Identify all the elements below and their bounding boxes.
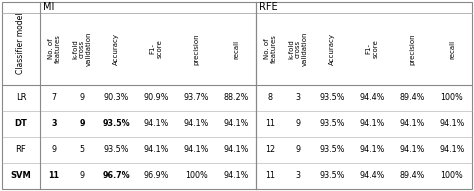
Text: 93.5%: 93.5% xyxy=(319,120,345,129)
Text: 94.4%: 94.4% xyxy=(359,94,385,103)
Text: RFE: RFE xyxy=(259,2,278,12)
Text: 100%: 100% xyxy=(185,172,208,180)
Text: 89.4%: 89.4% xyxy=(400,172,425,180)
Text: 93.5%: 93.5% xyxy=(103,146,129,155)
Text: 11: 11 xyxy=(265,172,275,180)
Text: 3: 3 xyxy=(296,94,301,103)
Text: 89.4%: 89.4% xyxy=(400,94,425,103)
Text: recall: recall xyxy=(449,39,455,59)
Text: 96.7%: 96.7% xyxy=(102,172,130,180)
Text: 93.7%: 93.7% xyxy=(183,94,209,103)
Text: 8: 8 xyxy=(267,94,273,103)
Text: 94.1%: 94.1% xyxy=(223,172,249,180)
Text: 94.1%: 94.1% xyxy=(223,146,249,155)
Text: 94.1%: 94.1% xyxy=(144,146,169,155)
Text: MI: MI xyxy=(43,2,55,12)
Text: precision: precision xyxy=(193,33,199,65)
Text: k-fold
cross
validation: k-fold cross validation xyxy=(72,32,92,66)
Text: 9: 9 xyxy=(296,120,301,129)
Text: 94.1%: 94.1% xyxy=(183,146,209,155)
Text: 94.1%: 94.1% xyxy=(400,120,425,129)
Text: 94.1%: 94.1% xyxy=(144,120,169,129)
Text: 94.1%: 94.1% xyxy=(439,146,465,155)
Text: RF: RF xyxy=(16,146,27,155)
Text: 93.5%: 93.5% xyxy=(102,120,130,129)
Text: LR: LR xyxy=(16,94,26,103)
Text: 9: 9 xyxy=(296,146,301,155)
Text: 94.4%: 94.4% xyxy=(359,172,385,180)
Text: 96.9%: 96.9% xyxy=(143,172,169,180)
Text: recall: recall xyxy=(233,39,239,59)
Text: 5: 5 xyxy=(80,146,85,155)
Text: Accuracy: Accuracy xyxy=(113,33,119,65)
Text: Classifier model: Classifier model xyxy=(17,13,26,74)
Text: 93.5%: 93.5% xyxy=(319,146,345,155)
Text: 9: 9 xyxy=(52,146,56,155)
Text: 3: 3 xyxy=(51,120,57,129)
Text: Accuracy: Accuracy xyxy=(329,33,335,65)
Text: 100%: 100% xyxy=(441,172,464,180)
Text: 9: 9 xyxy=(80,94,85,103)
Text: 94.1%: 94.1% xyxy=(439,120,465,129)
Text: 94.1%: 94.1% xyxy=(359,120,385,129)
Text: 94.1%: 94.1% xyxy=(400,146,425,155)
Text: 94.1%: 94.1% xyxy=(223,120,249,129)
Text: 94.1%: 94.1% xyxy=(183,120,209,129)
Text: 12: 12 xyxy=(265,146,275,155)
Text: 3: 3 xyxy=(296,172,301,180)
Text: No. of
features: No. of features xyxy=(47,35,61,63)
Text: precision: precision xyxy=(409,33,415,65)
Text: 11: 11 xyxy=(265,120,275,129)
Text: F1-
score: F1- score xyxy=(150,40,163,58)
Text: 9: 9 xyxy=(80,172,85,180)
Text: 11: 11 xyxy=(48,172,60,180)
Text: 90.9%: 90.9% xyxy=(143,94,169,103)
Text: No. of
features: No. of features xyxy=(264,35,276,63)
Text: 94.1%: 94.1% xyxy=(359,146,385,155)
Text: 93.5%: 93.5% xyxy=(319,172,345,180)
Text: F1-
score: F1- score xyxy=(365,40,379,58)
Text: 9: 9 xyxy=(79,120,85,129)
Text: k-fold
cross
validation: k-fold cross validation xyxy=(288,32,308,66)
Text: 88.2%: 88.2% xyxy=(223,94,249,103)
Text: 93.5%: 93.5% xyxy=(319,94,345,103)
Text: 90.3%: 90.3% xyxy=(103,94,129,103)
Text: 7: 7 xyxy=(52,94,56,103)
Text: SVM: SVM xyxy=(10,172,31,180)
Text: 100%: 100% xyxy=(441,94,464,103)
Text: DT: DT xyxy=(15,120,27,129)
